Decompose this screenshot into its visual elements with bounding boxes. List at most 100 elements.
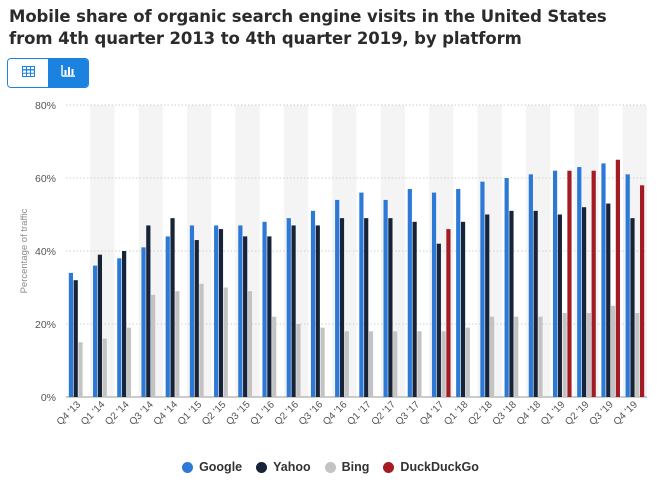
x-tick-label: Q2 '16 (273, 399, 302, 428)
bar-google (528, 174, 533, 397)
x-tick-label: Q3 '16 (297, 399, 326, 428)
bar-yahoo (436, 243, 441, 397)
bar-google (407, 188, 412, 397)
bar-bing (78, 342, 83, 397)
bar-google (335, 199, 340, 397)
bar-yahoo (73, 280, 78, 397)
legend-item-google[interactable]: Google (182, 460, 242, 474)
y-tick-label: 20% (35, 319, 56, 331)
bar-google (504, 178, 509, 397)
bar-google (383, 199, 388, 397)
bar-bing (223, 287, 228, 397)
bar-bing (344, 331, 349, 397)
bar-bing (126, 327, 132, 397)
bar-google (214, 225, 219, 397)
x-tick-label: Q2 '14 (103, 399, 132, 428)
bar-google (68, 272, 74, 397)
bar-google (480, 181, 485, 397)
bar-bing (610, 305, 616, 397)
bar-google (552, 170, 558, 397)
x-tick-label: Q4 '16 (321, 399, 350, 428)
legend-marker (383, 461, 395, 473)
bar-yahoo (388, 218, 393, 397)
bar-yahoo (606, 203, 611, 397)
bar-duckduckgo (615, 159, 620, 397)
bar-bing (562, 313, 567, 397)
x-tick-label: Q4 '19 (612, 399, 641, 428)
bar-bing (320, 327, 325, 397)
bar-google (286, 218, 291, 397)
bar-yahoo (315, 225, 320, 397)
bar-bing (102, 338, 107, 397)
chart-legend: Google Yahoo Bing DuckDuckGo (0, 460, 661, 474)
bar-bing (151, 294, 156, 397)
bar-google (456, 188, 461, 397)
bar-bing (417, 331, 422, 397)
legend-label: Google (199, 460, 243, 474)
x-tick-label: Q4 '17 (418, 399, 447, 428)
bar-bing (199, 283, 204, 397)
bar-yahoo (291, 225, 296, 397)
bar-yahoo (509, 210, 514, 397)
legend-item-bing[interactable]: Bing (324, 460, 370, 474)
x-tick-label: Q4 '14 (152, 399, 181, 428)
x-tick-label: Q3 '17 (394, 399, 423, 428)
bar-yahoo (146, 225, 151, 397)
bar-yahoo (485, 214, 490, 397)
bar-duckduckgo (567, 170, 572, 397)
x-tick-label: Q3 '15 (224, 399, 253, 428)
bar-yahoo (194, 240, 199, 397)
x-tick-label: Q4 '13 (55, 399, 84, 428)
x-tick-label: Q2 '18 (466, 399, 495, 428)
y-axis-title: Percentage of traffic (19, 208, 30, 293)
bar-bing (368, 331, 374, 397)
y-tick-label: 0% (41, 392, 56, 404)
bar-google (625, 174, 630, 397)
x-tick-label: Q1 '15 (176, 399, 205, 428)
y-tick-label: 60% (35, 173, 56, 185)
bar-yahoo (533, 210, 538, 397)
bar-duckduckgo (446, 229, 451, 397)
bar-duckduckgo (639, 185, 645, 397)
x-tick-label: Q1 '14 (79, 399, 108, 428)
x-tick-label: Q2 '17 (370, 399, 399, 428)
x-tick-label: Q4 '18 (515, 399, 544, 428)
bar-yahoo (364, 218, 369, 397)
bar-google (141, 247, 146, 397)
bar-google (577, 167, 582, 397)
legend-label: DuckDuckGo (400, 460, 479, 474)
bar-google (93, 265, 98, 397)
x-tick-label: Q2 '15 (200, 399, 229, 428)
bar-yahoo (339, 218, 345, 397)
bar-yahoo (557, 214, 562, 397)
x-tick-label: Q3 '18 (491, 399, 520, 428)
bar-yahoo (581, 207, 587, 397)
legend-label: Bing (341, 460, 370, 474)
x-tick-label: Q2 '19 (563, 399, 592, 428)
bar-google (238, 225, 243, 397)
bar-bing (393, 331, 398, 397)
chart-view-button[interactable] (48, 59, 88, 87)
table-view-button[interactable] (8, 59, 48, 87)
bar-bing (296, 324, 301, 397)
bar-yahoo (460, 221, 466, 397)
table-icon (21, 64, 35, 82)
legend-item-yahoo[interactable]: Yahoo (256, 460, 311, 474)
chart-title: Mobile share of organic search engine vi… (9, 7, 607, 48)
x-tick-label: Q1 '16 (248, 399, 277, 428)
view-toggle[interactable] (7, 58, 89, 88)
bar-google (359, 192, 364, 397)
bar-bing (514, 316, 519, 397)
legend-label: Yahoo (273, 460, 311, 474)
legend-item-duckduckgo[interactable]: DuckDuckGo (383, 460, 479, 474)
x-tick-label: Q3 '19 (587, 399, 616, 428)
x-tick-label: Q3 '14 (127, 399, 156, 428)
bar-google (262, 221, 267, 397)
legend-marker (256, 461, 268, 473)
y-tick-label: 40% (35, 246, 56, 258)
bar-yahoo (412, 221, 417, 397)
bar-google (601, 163, 606, 397)
legend-marker (182, 461, 194, 473)
bar-bing (489, 316, 495, 397)
bar-bing (175, 291, 180, 397)
